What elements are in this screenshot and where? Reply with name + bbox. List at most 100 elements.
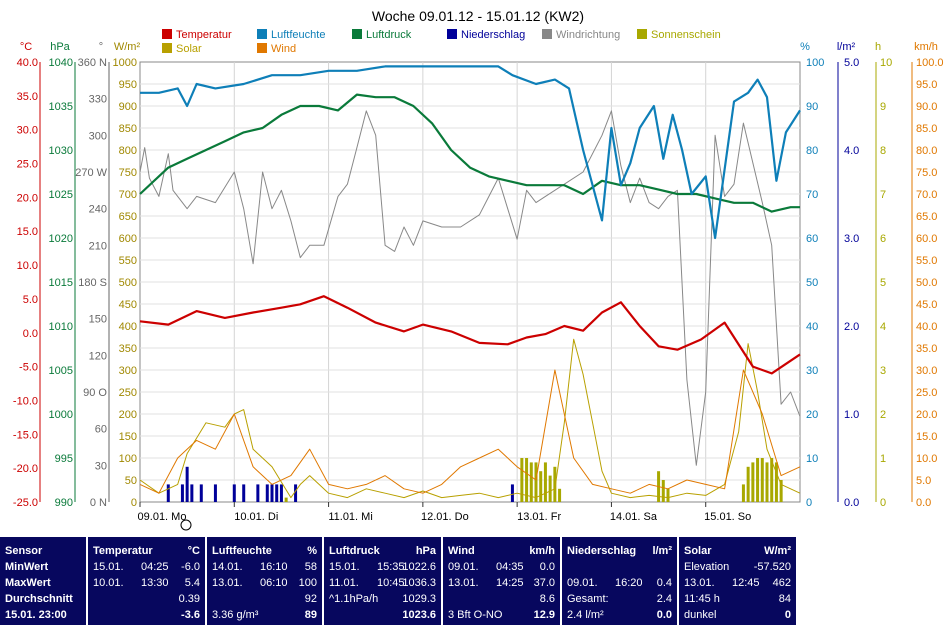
bar-sonnenschein — [760, 458, 764, 502]
stats-date: 09.01. — [567, 577, 598, 589]
bar-niederschlag — [185, 466, 189, 502]
stats-date: 13.01. — [212, 577, 243, 589]
stats-current-value: -3.6 — [181, 609, 200, 621]
x-axis: 09.01. Mo 10.01. Di 11.01. Mi 12.01. Do 13.0… — [138, 502, 751, 523]
series-line-wind — [139, 369, 801, 494]
bar-niederschlag — [213, 484, 217, 502]
bar-sonnenschein — [751, 462, 755, 502]
tick-label-solar: 250 — [119, 387, 137, 399]
stats-header: Solar — [684, 545, 712, 557]
tick-label-temperature: 25.0 — [17, 159, 38, 171]
stats-time: 13:30 — [141, 577, 169, 589]
bar-sonnenschein — [520, 458, 524, 502]
tick-label-sunshine: 9 — [880, 101, 886, 113]
stats-value: 1036.3 — [402, 577, 436, 589]
tick-label-pressure: 995 — [55, 453, 73, 465]
tick-label-wind: 40.0 — [916, 321, 937, 333]
stats-value: 0.39 — [178, 593, 200, 605]
bar-sonnenschein — [553, 466, 557, 502]
tick-label-temperature: 20.0 — [17, 192, 38, 204]
stats-note: ^1.1hPa/h — [329, 593, 379, 605]
tick-label-solar: 150 — [119, 431, 137, 443]
x-tick-label: 12.01. Do — [421, 511, 469, 523]
bar-sonnenschein — [666, 488, 670, 502]
tick-label-temperature: 30.0 — [17, 125, 38, 137]
tick-label-precipitation: 1.0 — [844, 409, 859, 421]
stats-date: 15.01. — [329, 561, 360, 573]
legend-label: Temperatur — [176, 29, 232, 41]
series-line-luftdruck — [139, 93, 800, 213]
tick-label-temperature: 5.0 — [23, 294, 38, 306]
tick-label-wind-direction: 90 O — [83, 387, 107, 399]
stats-current-value: 0 — [784, 609, 791, 621]
stats-note: 3.36 g/m³ — [212, 609, 259, 621]
left-axes: 40.035.030.025.020.015.010.05.00.0-5.0-1… — [13, 57, 913, 509]
moon-phase-icon — [180, 519, 192, 531]
series-line-windrichtung — [139, 110, 801, 466]
bar-niederschlag — [256, 484, 260, 502]
tick-label-wind-direction: 30 — [95, 460, 107, 472]
stats-current-value: 89 — [304, 609, 317, 621]
tick-label-wind-direction: 210 — [89, 240, 107, 252]
bar-sonnenschein — [774, 462, 778, 502]
tick-label-humidity: 40 — [806, 321, 818, 333]
stats-sensor-row: Durchschnitt — [5, 593, 73, 605]
stats-label: Elevation — [684, 561, 730, 573]
tick-label-humidity: 60 — [806, 233, 818, 245]
stats-value: 462 — [772, 577, 791, 589]
stats-value: 84 — [778, 593, 791, 605]
x-tick-label: 09.01. Mo — [138, 511, 187, 523]
bar-sonnenschein — [548, 475, 552, 502]
tick-label-wind: 75.0 — [916, 167, 937, 179]
stats-value: 1022.6 — [402, 561, 436, 573]
tick-label-solar: 200 — [119, 409, 137, 421]
stats-panel-temperatur: Temperatur °C 15.01. 04:25 -6.0 10.01. 13:30… — [88, 537, 205, 625]
tick-label-temperature: 10.0 — [17, 260, 38, 272]
tick-label-solar: 350 — [119, 343, 137, 355]
tick-label-solar: 400 — [119, 321, 137, 333]
series-line-solar — [139, 338, 801, 499]
tick-label-wind: 80.0 — [916, 145, 937, 157]
tick-label-wind: 65.0 — [916, 211, 937, 223]
stats-unit: % — [307, 545, 317, 557]
stats-panel-luftfeuchte: Luftfeuchte% 14.01. 16:10 58 13.01. 06:10 10… — [207, 537, 322, 625]
series-line-temperatur — [139, 295, 801, 375]
bar-sonnenschein — [756, 458, 760, 502]
x-tick-label: 11.01. Mi — [328, 511, 372, 523]
bar-sonnenschein — [534, 462, 538, 502]
stats-value: 1029.3 — [402, 593, 436, 605]
stats-date: 09.01. — [448, 561, 479, 573]
stats-time: 16:10 — [260, 561, 288, 573]
stats-note: 2.4 l/m² — [567, 609, 604, 621]
stats-value: 0.0 — [539, 561, 555, 573]
tick-label-temperature: -20.0 — [13, 463, 38, 475]
stats-current-value: 12.9 — [533, 609, 555, 621]
legend-swatch — [542, 29, 552, 39]
tick-label-temperature: 0.0 — [23, 328, 38, 340]
stats-sensor-row: MinWert — [5, 561, 49, 573]
stats-header: Luftdruck — [329, 545, 380, 557]
tick-label-solar: 500 — [119, 277, 137, 289]
stats-date: 13.01. — [684, 577, 715, 589]
stats-header: Temperatur — [93, 545, 153, 557]
tick-label-solar: 300 — [119, 365, 137, 377]
tick-label-solar: 650 — [119, 211, 137, 223]
tick-label-sunshine: 6 — [880, 233, 886, 245]
bar-niederschlag — [232, 484, 236, 502]
stats-unit: km/h — [529, 545, 555, 557]
legend-swatch — [257, 29, 267, 39]
stats-note: Gesamt: — [567, 593, 609, 605]
tick-label-wind: 95.0 — [916, 79, 937, 91]
legend-swatch — [637, 29, 647, 39]
tick-label-solar: 50 — [125, 475, 137, 487]
stats-current-value: 0.0 — [656, 609, 672, 621]
tick-label-temperature: -10.0 — [13, 395, 38, 407]
tick-label-temperature: 15.0 — [17, 226, 38, 238]
tick-label-precipitation: 3.0 — [844, 233, 859, 245]
tick-label-humidity: 30 — [806, 365, 818, 377]
tick-label-humidity: 80 — [806, 145, 818, 157]
stats-note: 11:45 h — [684, 593, 720, 605]
stats-value: 5.4 — [184, 577, 200, 589]
stats-unit: l/m² — [652, 545, 672, 557]
unit-label-wind: km/h — [914, 41, 938, 53]
